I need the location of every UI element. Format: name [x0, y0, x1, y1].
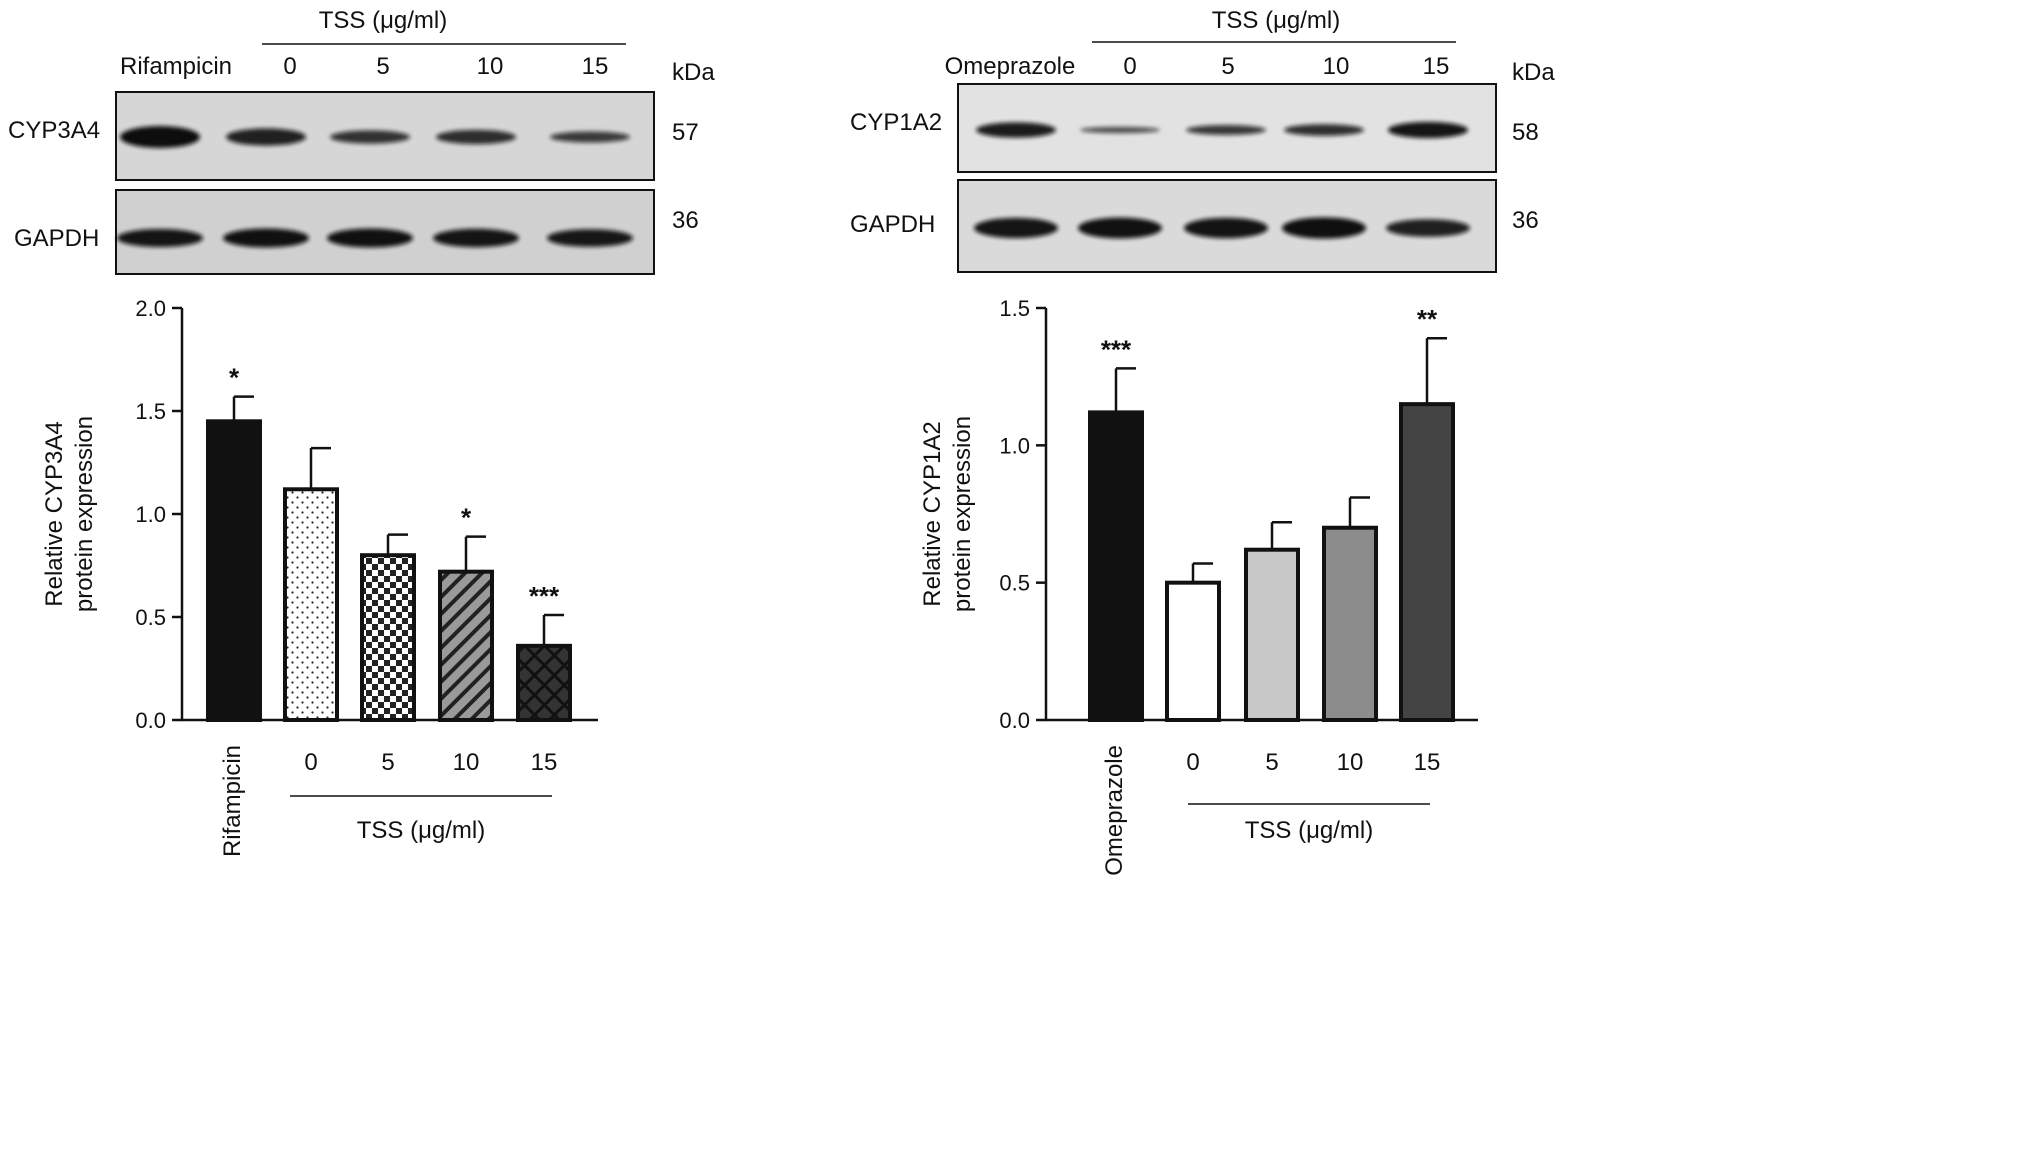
blot-right-kda-label: 36	[1512, 207, 1539, 234]
y-tick-label: 1.0	[135, 502, 166, 527]
bar	[1322, 525, 1378, 722]
x-group-label: TSS (μg/ml)	[357, 817, 486, 844]
blot-right-treatment-label: Omeprazole	[945, 53, 1076, 80]
blot-left-lane-label: 0	[283, 53, 296, 80]
blot-band	[547, 229, 633, 247]
blot-band	[1078, 217, 1162, 239]
significance-marker: *	[461, 503, 472, 533]
significance-marker: ***	[1101, 334, 1132, 364]
blot-band	[117, 229, 203, 247]
bar	[1165, 580, 1221, 723]
y-axis-label: protein expression	[949, 416, 976, 612]
x-tick-label: 5	[1265, 749, 1278, 776]
y-tick-label: 0.5	[999, 571, 1030, 596]
x-tick-label: 0	[1186, 749, 1199, 776]
blot-band	[433, 228, 519, 248]
blot-band	[327, 228, 413, 248]
blot-left-group-label: TSS (μg/ml)	[319, 7, 448, 34]
bar	[516, 643, 572, 723]
blot-right-lane-label: 5	[1221, 53, 1234, 80]
y-axis-label: Relative CYP3A4	[41, 421, 68, 606]
bar	[1088, 410, 1144, 722]
blot-right-protein-label: CYP1A2	[850, 109, 942, 136]
figure: TSS (μg/ml) Rifampicin 0 5 10 15 kDa CYP…	[8, 7, 1555, 876]
x-tick-label: 5	[381, 749, 394, 776]
blot-right-kda-label: 58	[1512, 119, 1539, 146]
x-tick-label: 15	[1414, 749, 1441, 776]
bar	[360, 553, 416, 723]
y-tick-label: 0.0	[135, 708, 166, 733]
y-tick-label: 0.0	[999, 708, 1030, 733]
blot-right: TSS (μg/ml) Omeprazole 0 5 10 15 kDa CYP…	[850, 7, 1555, 273]
y-tick-label: 1.0	[999, 433, 1030, 458]
blot-band	[223, 228, 309, 248]
blot-band	[974, 217, 1058, 239]
blot-left-kda-label: 36	[672, 207, 699, 234]
blot-band	[550, 131, 630, 143]
blot-band	[226, 128, 306, 146]
blot-band	[976, 122, 1056, 138]
blot-band	[1186, 125, 1266, 135]
blot-right-protein-label: GAPDH	[850, 211, 935, 238]
x-tick-label: 10	[1337, 749, 1364, 776]
blot-band	[1282, 217, 1366, 239]
y-tick-label: 1.5	[999, 296, 1030, 321]
significance-marker: ***	[529, 581, 560, 611]
blot-left-lane-label: 15	[582, 53, 609, 80]
blot-right-lane-label: 10	[1323, 53, 1350, 80]
blot-right-lane-label: 15	[1423, 53, 1450, 80]
blot-left-protein-label: CYP3A4	[8, 117, 100, 144]
blot-left-kda-label: 57	[672, 119, 699, 146]
x-group-label: TSS (μg/ml)	[1245, 817, 1374, 844]
blot-band	[1388, 121, 1468, 139]
bar	[1399, 402, 1455, 722]
blot-band	[1080, 126, 1160, 134]
blot-right-group-label: TSS (μg/ml)	[1212, 7, 1341, 34]
x-tick-label: 10	[453, 749, 480, 776]
x-tick-label: 15	[531, 749, 558, 776]
y-axis-label: protein expression	[71, 416, 98, 612]
bar	[1244, 547, 1300, 722]
blot-right-unit-label: kDa	[1512, 59, 1555, 86]
x-tick-label: Omeprazole	[1101, 745, 1128, 876]
bar	[206, 419, 262, 722]
bar	[438, 569, 494, 722]
bar-chart-right: 0.0 0.5 1.0 1.5 Relative CYP1A2 protein expre…	[919, 296, 1478, 876]
blot-band	[330, 130, 410, 144]
blot-left-lane-label: 10	[477, 53, 504, 80]
x-tick-label: Rifampicin	[219, 745, 246, 857]
blot-left: TSS (μg/ml) Rifampicin 0 5 10 15 kDa CYP…	[8, 7, 715, 275]
blot-band	[1184, 217, 1268, 239]
blot-left-lane-label: 5	[376, 53, 389, 80]
blot-band	[1386, 219, 1470, 237]
blot-band	[436, 129, 516, 145]
y-tick-label: 0.5	[135, 605, 166, 630]
blot-left-protein-label: GAPDH	[14, 225, 99, 252]
x-tick-label: 0	[304, 749, 317, 776]
blot-left-unit-label: kDa	[672, 59, 715, 86]
bar-chart-left: 0.0 0.5 1.0 1.5 2.0 Relative CYP3A4 protein ex…	[41, 296, 598, 857]
y-axis-label: Relative CYP1A2	[919, 421, 946, 606]
y-tick-label: 1.5	[135, 399, 166, 424]
blot-left-treatment-label: Rifampicin	[120, 53, 232, 80]
significance-marker: **	[1417, 304, 1438, 334]
blot-band	[1284, 124, 1364, 136]
significance-marker: *	[229, 363, 240, 393]
blot-right-lane-label: 0	[1123, 53, 1136, 80]
y-tick-label: 2.0	[135, 296, 166, 321]
blot-band	[120, 126, 200, 148]
bar	[283, 487, 339, 722]
